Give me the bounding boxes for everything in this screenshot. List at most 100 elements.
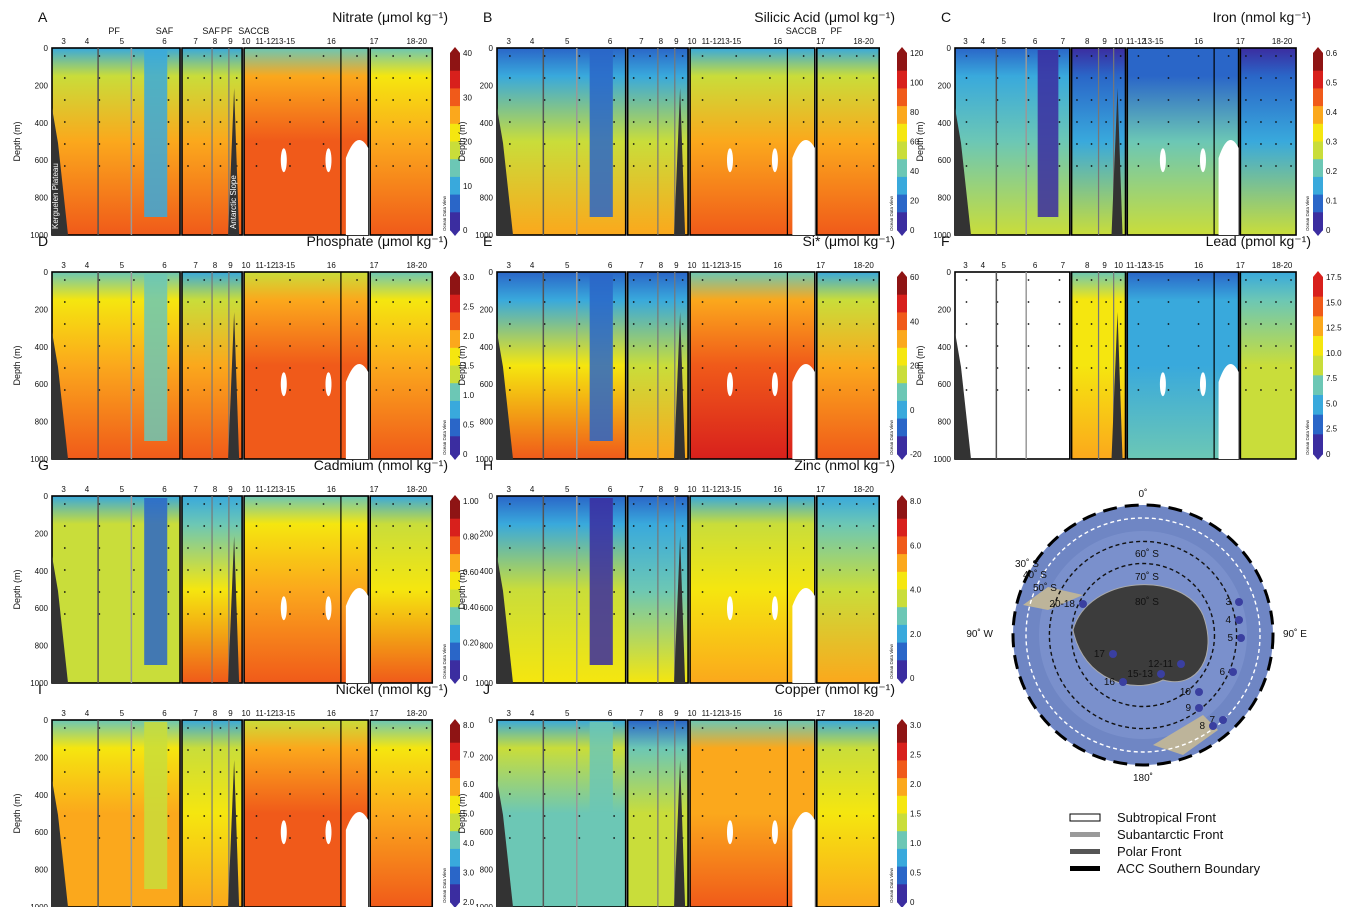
section-C-4 [1239,47,1297,236]
colorbar-segment [1313,395,1323,416]
station-label: 7 [193,709,198,718]
sample-dot [681,547,684,549]
bathymetry [955,108,971,235]
sample-dot [649,345,651,347]
sample-dot [872,613,875,615]
sample-dot [838,591,841,593]
sample-dot [802,121,805,123]
sample-dot [543,591,546,593]
sample-dot [855,279,858,281]
sample-dot [1027,165,1030,167]
station-label: 11-12 [255,709,275,718]
sample-dot [632,301,635,303]
legend-swatch [1069,813,1101,822]
sample-dot [578,793,581,795]
sample-dot [665,837,668,839]
colorbar-segment [897,159,907,178]
sample-dot [63,165,66,167]
sample-dot [1245,389,1247,391]
sample-dot [1260,77,1262,79]
colorbar-segment [897,330,907,349]
panel-letter: F [941,233,950,249]
sample-dot [613,77,616,79]
chart-title: Nickel (nmol kg⁻¹) [336,681,448,697]
sample-dot [289,837,291,839]
section-A-4 [369,47,434,236]
map-station-label: 10 [1180,687,1192,698]
sample-dot [1260,301,1262,303]
sample-dot [769,367,771,369]
sample-dot [665,569,668,571]
sample-dot [855,771,858,773]
station-label: 9 [674,485,679,494]
sample-dot [838,143,841,145]
sample-dot [1058,345,1061,347]
sample-dot [203,323,206,325]
sample-dot [855,503,858,505]
sample-dot [219,837,222,839]
station-label: 10 [242,261,251,270]
sample-dot [735,345,738,347]
sample-dot [1197,389,1200,391]
sample-dot [425,749,428,751]
sample-dot [255,279,258,281]
sample-dot [769,389,771,391]
sample-dot [701,569,704,571]
sample-dot [855,165,858,167]
colorbar-tick: 0.20 [463,639,479,648]
sample-dot [408,793,411,795]
sample-dot [1058,121,1061,123]
colorbar-segment [1313,194,1323,213]
sample-dot [613,301,616,303]
colorbar-segment [1313,141,1323,160]
sample-dot [375,749,378,751]
sample-dot [735,99,738,101]
sample-dot [613,367,616,369]
sample-dot [1227,301,1230,303]
sample-dot [769,99,771,101]
sample-dot [235,547,238,549]
sample-dot [665,815,668,817]
sample-dot [965,77,968,79]
sample-dot [1167,301,1170,303]
sample-dot [322,727,325,729]
sample-dot [255,165,258,167]
sample-dot [872,389,875,391]
depth-tick: 600 [35,156,49,165]
sample-dot [701,323,704,325]
colorbar-tick: 20 [910,362,919,371]
sample-dot [649,569,651,571]
sample-dot [255,55,258,57]
sample-dot [1245,55,1247,57]
sample-dot [613,165,616,167]
station-label: 4 [85,37,90,46]
colorbar-segment [897,589,907,608]
colorbar-segment [450,624,460,644]
sample-dot [632,279,635,281]
colorbar-segment [1313,375,1323,396]
sample-dot [203,301,206,303]
sample-dot [425,727,428,729]
sample-dot [543,547,546,549]
depth-tick: 1000 [475,231,493,240]
sample-dot [802,323,805,325]
station-label: 3 [963,37,968,46]
sample-dot [1076,143,1078,145]
sample-dot [219,815,222,817]
sample-dot [665,143,668,145]
sample-dot [1197,301,1200,303]
sample-dot [838,815,841,817]
no-data-region [345,364,369,459]
sample-dot [769,613,771,615]
station-label: 16 [773,485,782,494]
sample-dot [578,613,581,615]
sample-dot [1167,279,1170,281]
sample-dot [425,55,428,57]
station-label: 8 [213,37,218,46]
legend-label: Subtropical Front [1117,810,1216,825]
sample-dot [187,503,189,505]
sample-dot [701,77,704,79]
bathymetry [497,556,513,683]
sample-dot [408,749,411,751]
no-data-region [1159,148,1166,173]
